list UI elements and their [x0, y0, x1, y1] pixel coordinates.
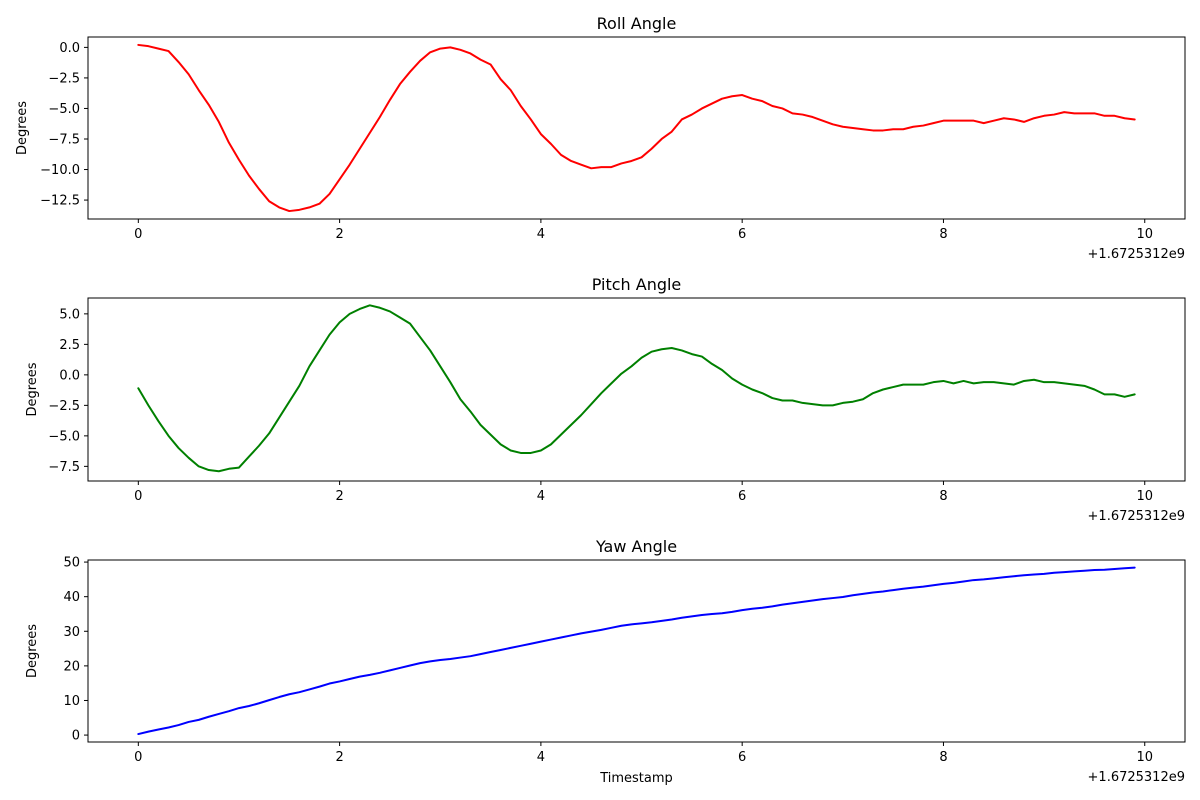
pitch-x-tick-label: 10 — [1136, 489, 1153, 504]
yaw-chart-title: Yaw Angle — [595, 537, 677, 556]
yaw-x-tick-label: 2 — [335, 750, 343, 765]
roll-y-tick-label: −2.5 — [48, 71, 80, 86]
yaw-series-line — [137, 566, 1136, 736]
pitch-chart-title: Pitch Angle — [592, 275, 682, 294]
roll-x-offset-label: +1.6725312e9 — [1088, 247, 1185, 262]
yaw-axes-frame — [87, 559, 1186, 743]
roll-y-tick-label: −10.0 — [40, 163, 80, 178]
pitch-x-tick-label: 0 — [134, 489, 142, 504]
roll-x-tick-label: 10 — [1136, 227, 1153, 242]
pitch-x-offset-label: +1.6725312e9 — [1088, 509, 1185, 524]
roll-chart-title: Roll Angle — [597, 14, 677, 33]
pitch-x-tick-label: 4 — [537, 489, 545, 504]
pitch-y-axis-label: Degrees — [25, 362, 40, 416]
roll-x-tick-label: 2 — [335, 227, 343, 242]
yaw-y-tick-label: 40 — [63, 590, 80, 605]
yaw-chart: 0 2 4 6 8 10 50 40 30 20 10 0 Yaw Angle Degrees +1.672… — [25, 537, 1186, 786]
pitch-y-tick-label: −5.0 — [48, 429, 80, 444]
yaw-y-tick-label: 20 — [63, 659, 80, 674]
roll-y-tick-label: −7.5 — [48, 132, 80, 147]
pitch-y-tick-label: −7.5 — [48, 460, 80, 475]
pitch-series-line — [137, 304, 1136, 473]
roll-axes-frame — [87, 36, 1186, 220]
yaw-x-tick-label: 8 — [939, 750, 947, 765]
pitch-chart: 0 2 4 6 8 10 5.0 2.5 0.0 −2.5 −5.0 −7.5 Pitch Angle D… — [25, 275, 1186, 524]
roll-x-tick-label: 4 — [537, 227, 545, 242]
roll-series-line — [137, 43, 1136, 213]
pitch-x-tick-label: 6 — [738, 489, 746, 504]
roll-x-tick-label: 6 — [738, 227, 746, 242]
roll-y-axis-label: Degrees — [15, 101, 30, 155]
yaw-y-tick-label: 50 — [63, 556, 80, 571]
pitch-y-tick-label: 2.5 — [59, 338, 80, 353]
pitch-y-tick-label: 5.0 — [59, 307, 80, 322]
yaw-x-tick-label: 0 — [134, 750, 142, 765]
roll-y-tick-label: −12.5 — [40, 194, 80, 209]
yaw-x-tick-label: 4 — [537, 750, 545, 765]
pitch-y-tick-label: 0.0 — [59, 368, 80, 383]
yaw-y-tick-label: 10 — [63, 694, 80, 709]
pitch-y-tick-label: −2.5 — [48, 399, 80, 414]
yaw-x-tick-label: 6 — [738, 750, 746, 765]
roll-x-tick-label: 8 — [939, 227, 947, 242]
yaw-x-axis-label: Timestamp — [599, 771, 673, 786]
roll-y-tick-label: −5.0 — [48, 102, 80, 117]
yaw-x-tick-label: 10 — [1136, 750, 1153, 765]
yaw-y-tick-label: 0 — [72, 729, 80, 744]
yaw-y-tick-label: 30 — [63, 625, 80, 640]
pitch-x-tick-label: 8 — [939, 489, 947, 504]
roll-x-tick-label: 0 — [134, 227, 142, 242]
pitch-x-tick-label: 2 — [335, 489, 343, 504]
yaw-y-axis-label: Degrees — [25, 624, 40, 678]
roll-chart: 0 2 4 6 8 10 0.0 −2.5 −5.0 −7.5 −10.0 −12.5 Roll Ang… — [15, 14, 1186, 262]
roll-y-tick-label: 0.0 — [59, 41, 80, 56]
yaw-x-offset-label: +1.6725312e9 — [1088, 770, 1185, 785]
pitch-axes-frame — [87, 297, 1186, 482]
